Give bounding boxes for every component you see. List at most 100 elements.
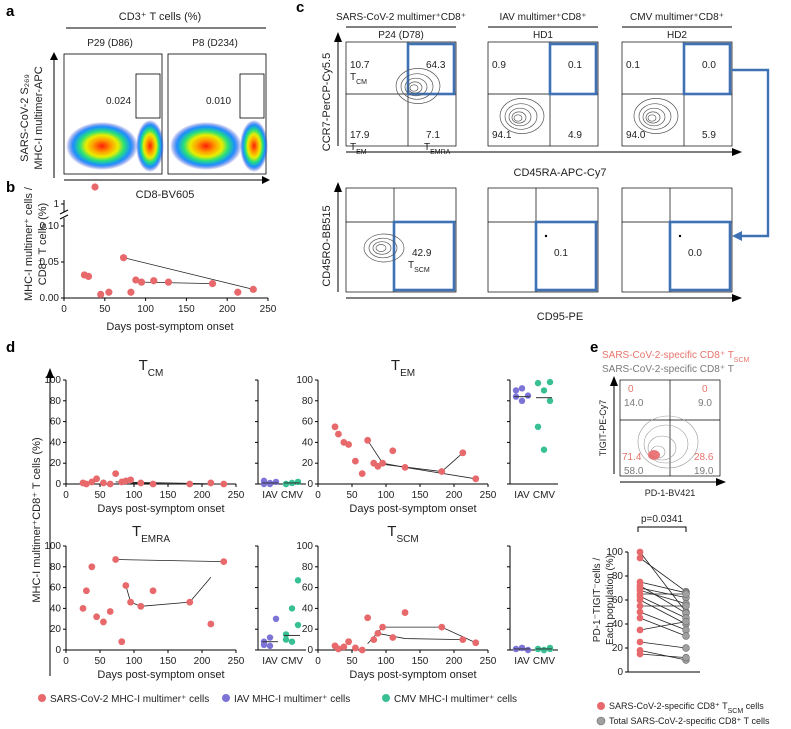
contour-ring [375,244,387,252]
patient-link [367,626,476,645]
y-tick-label: 20 [302,458,314,469]
x-tick-label: 150 [412,656,429,667]
legend-sars-marker [38,694,46,702]
total-point [682,617,690,626]
x-axis-label: Days post-symptom onset [349,503,476,515]
column-title: CMV multimer⁺CD8⁺ [630,12,724,23]
blue-gate [548,42,598,96]
x-tick-label: 250 [480,490,497,501]
x-tick-label: 200 [219,304,236,315]
quad-br: 5.9 [702,130,716,141]
sars-point [149,480,157,488]
sars-point [472,475,480,483]
scm-point [636,614,644,622]
control-label-iav: IAV [514,490,530,501]
x-tick-label: 200 [446,656,463,667]
pair-link [639,617,687,637]
iav-point [266,642,274,650]
iav-point [524,646,532,654]
pair-link [639,596,687,619]
x-axis-label: Days post-symptom onset [349,669,476,681]
sars-point [118,638,126,646]
legend-sars-label: SARS-CoV-2 MHC-I multimer⁺ cells [50,694,209,705]
contour-ring [511,111,527,124]
panel-label-c: c [296,0,304,16]
x-tick-label: 0 [63,490,69,501]
x-tick-label: 200 [194,490,211,501]
column-subtitle: HD2 [667,30,687,41]
blue-gate [682,42,732,96]
y-tick-label: 20 [50,458,62,469]
iav-point [518,397,526,404]
quad-bl: 17.9 [350,130,370,141]
iav-point [512,387,520,394]
y-tick-label: 100 [606,547,623,558]
x-tick-label: 100 [137,304,154,315]
sars-point [220,558,228,565]
panel-a-header: CD3⁺ T cells (%) [119,11,201,23]
y-tick-label: 60 [50,583,62,594]
pair-link [639,557,687,592]
control-label-iav: IAV [514,656,530,667]
panel-b-ylabel-1: MHC-I multimer⁺ cells / [23,186,35,301]
x-axis-label: Days post-symptom onset [97,669,224,681]
sars-point [149,587,157,595]
sars-point [112,556,120,563]
blue-gate [668,220,732,292]
x-tick-label: 100 [378,490,395,501]
subset-label: TCM [350,72,367,86]
multimer-gate-2 [239,73,265,119]
significance-bracket [637,526,687,532]
pair-link [639,585,687,614]
scm-point [636,554,644,562]
y-tick-label: 80 [302,396,314,407]
contour-ring [638,103,672,130]
pair-link [639,581,687,594]
cmv-point [282,631,290,638]
contour-ring [642,107,666,127]
sars-point [370,636,378,643]
legend-scm-label: SARS-CoV-2-specific CD8⁺ TSCM cells [609,701,764,715]
y-tick-label: 40 [50,437,62,448]
data-point [97,290,105,298]
gate-value-2: 0.010 [206,96,231,107]
contour-ring [395,68,441,104]
panel-e-paired-chart: 0 20 40 60 80 100 [606,547,700,678]
tscm-value: 0.0 [688,248,702,259]
panel-e-legend-scm: SARS-CoV-2-specific CD8⁺ TSCM [602,350,750,364]
y-tick-label: 0.10 [40,221,60,232]
scm-point [636,608,644,616]
y-tick-label: 40 [612,619,624,630]
pair-link [639,653,687,658]
control-label-cmv: CMV [281,490,304,501]
blue-gate [392,220,456,292]
cmv-point [546,378,554,386]
x-tick-label: 0 [63,656,69,667]
sars-point [122,582,130,589]
panel-a-xlabel: CD8-BV605 [136,189,195,201]
sars-point [186,480,194,488]
quad-br: 7.1 [426,130,440,141]
contour-ring [647,114,657,122]
sars-point [472,639,480,647]
event-dot [544,234,548,238]
legend-iav-marker [222,694,230,702]
iav-point [272,615,280,622]
control-label-iav: IAV [262,656,278,667]
subset-label: TSCM [408,260,430,274]
x-tick-label: 50 [94,490,106,501]
quad-tr: 0.0 [702,60,716,71]
scm-point [636,626,644,634]
x-tick-label: 150 [178,304,195,315]
legend-cmv-marker [382,694,390,702]
y-tick-label: 60 [612,595,624,606]
x-tick-label: 200 [194,656,211,667]
q-gray-tl: 14.0 [624,398,644,409]
y-tick-label: 60 [302,417,314,428]
sars-point [93,613,100,621]
x-tick-label: 50 [99,304,111,315]
legend-iav-label: IAV MHC-I multimer⁺ cells [234,694,350,705]
y-tick-label: 40 [302,437,314,448]
